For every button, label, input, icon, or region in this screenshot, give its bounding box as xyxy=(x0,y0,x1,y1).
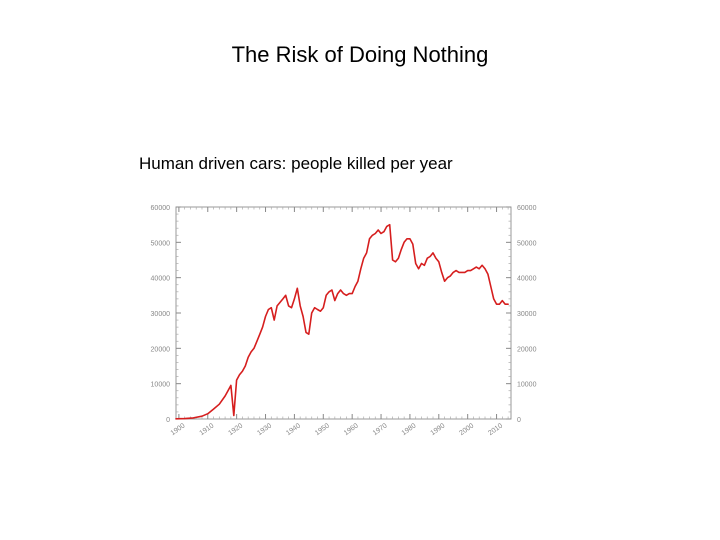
y-tick-label-right: 30000 xyxy=(517,311,537,318)
y-tick-label-right: 50000 xyxy=(517,240,537,247)
x-tick-label: 1920 xyxy=(227,422,244,437)
y-tick-label-left: 10000 xyxy=(151,382,171,389)
x-tick-label: 2010 xyxy=(487,422,504,437)
y-tick-label-right: 40000 xyxy=(517,276,537,283)
x-tick-label: 1970 xyxy=(372,422,389,437)
chart-title: Human driven cars: people killed per yea… xyxy=(139,154,453,173)
y-tick-label-right: 60000 xyxy=(517,205,537,212)
series-group xyxy=(175,223,509,420)
fatalities-line-chart: 0 10000 20000 30000 40000 50000 60000 0 10000 20… xyxy=(151,205,537,437)
y-tick-label-left: 60000 xyxy=(151,205,171,212)
x-tick-label: 1980 xyxy=(401,422,418,437)
slide-title: The Risk of Doing Nothing xyxy=(231,42,489,67)
x-tick-label: 1930 xyxy=(256,422,273,437)
y-tick-label-right: 20000 xyxy=(517,346,537,353)
x-tick-label: 2000 xyxy=(458,422,475,437)
y-tick-label-left: 50000 xyxy=(151,240,171,247)
y-axis-right: 0 10000 20000 30000 40000 50000 60000 xyxy=(506,205,537,424)
y-tick-label-right: 10000 xyxy=(517,382,537,389)
y-axis-left: 0 10000 20000 30000 40000 50000 60000 xyxy=(151,205,181,424)
y-tick-label-right: 0 xyxy=(517,417,521,424)
x-tick-label: 1940 xyxy=(285,422,302,437)
fatalities-series-line xyxy=(175,223,509,420)
x-tick-label: 1900 xyxy=(170,422,187,437)
x-tick-label: 1960 xyxy=(343,422,360,437)
x-tick-label: 1990 xyxy=(430,422,447,437)
chart-axes xyxy=(175,206,512,420)
y-tick-label-left: 0 xyxy=(166,417,170,424)
x-tick-label: 1950 xyxy=(314,422,331,437)
x-tick-label: 1910 xyxy=(199,422,216,437)
y-tick-label-left: 30000 xyxy=(151,311,171,318)
y-tick-label-left: 40000 xyxy=(151,276,171,283)
y-tick-label-left: 20000 xyxy=(151,346,171,353)
plot-frame xyxy=(175,206,512,420)
